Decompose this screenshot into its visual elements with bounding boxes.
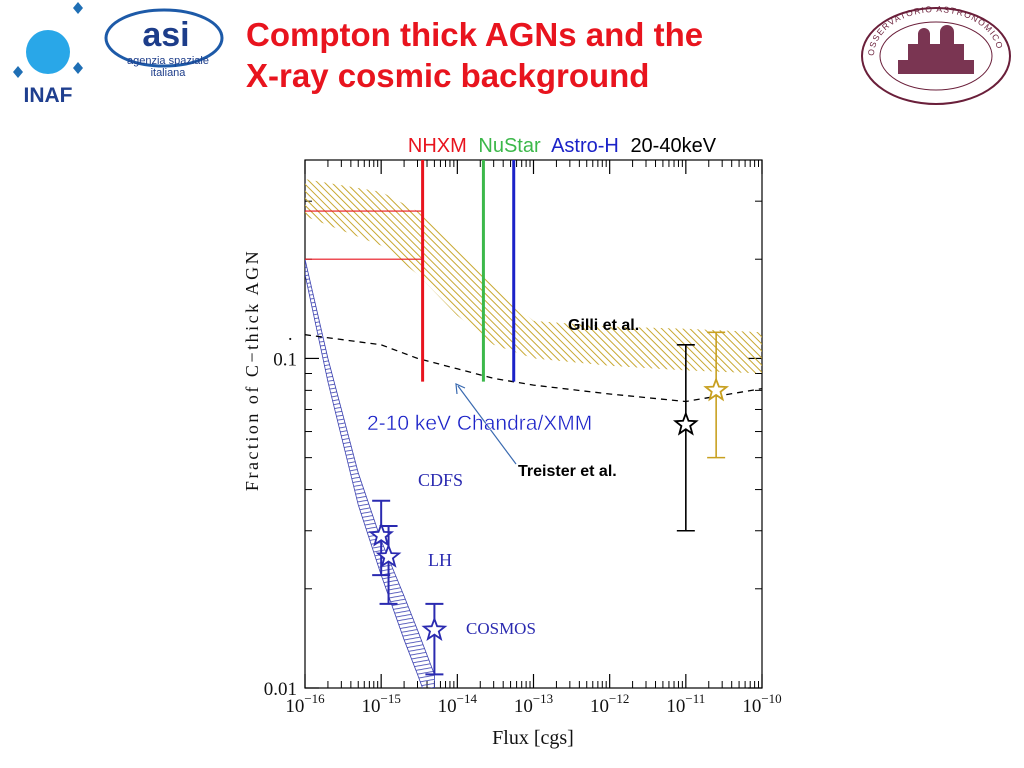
mission-limit-lines [305,160,516,382]
chart-curves [305,334,762,403]
y-axis-dot: . [288,324,293,344]
treister-arrow-head [455,383,466,395]
x-tick-mantissa: 10 [438,696,457,717]
asi-logo-swoosh [104,8,224,68]
x-tick-exponent: −12 [609,691,629,706]
x-tick-label: 10−10 [742,691,781,717]
inaf-logo-diamond [73,2,83,14]
slide-title: Compton thick AGNs and the X-ray cosmic … [246,14,846,96]
brera-logo-building-icon [898,25,974,74]
y-axis-label: Fraction of C−thick AGN [242,249,262,491]
cdfs-label: CDFS [418,470,463,490]
lh-label: LH [428,550,452,570]
brera-logo-inner-ring [879,21,993,91]
treister-arrow [457,385,517,465]
gilli-model-band [305,179,762,374]
asi-logo: asi agenzia spaziale italiana [104,8,224,79]
x-tick-label: 10−15 [361,691,400,717]
nhxm-title: NHXM [408,135,467,157]
x-tick-label: 10−16 [285,691,325,717]
axis-ticks: 10−16 10−15 10−14 10−13 10−12 10−11 10−100.010… [264,159,782,717]
chart-points [368,331,730,676]
inaf-logo-disc [26,30,70,74]
inaf-logo-text: INAF [24,84,73,107]
gilli-model-curve [305,334,762,403]
x-tick-exponent: −13 [533,691,553,706]
x-tick-mantissa: 10 [285,696,304,717]
x-tick-exponent: −16 [304,691,325,706]
x-tick-mantissa: 10 [666,696,685,717]
inaf-logo-diamond [13,66,23,78]
chandra-xmm-label: 2-10 keV Chandra/XMM [367,412,592,435]
x-tick-mantissa: 10 [742,696,761,717]
inaf-logo-diamond [73,62,83,74]
gilli-label: Gilli et al. [568,317,639,334]
x-tick-exponent: −15 [380,691,400,706]
x-tick-exponent: −14 [457,691,478,706]
x-tick-mantissa: 10 [590,696,609,717]
x-tick-mantissa: 10 [361,696,380,717]
asi-logo-subtitle-1: agenzia spaziale [127,55,209,67]
x-tick-exponent: −11 [685,691,705,706]
energy-band-title: 20-40keV [630,135,716,157]
y-tick-label: 0.1 [273,349,297,370]
data-point-star [703,376,730,402]
mission-titles: NHXM NuStar Astro-H 20-40keV [408,135,717,157]
inaf-logo: INAF [13,2,83,107]
x-tick-exponent: −10 [761,691,781,706]
x-axis-label: Flux [cgs] [492,727,574,749]
data-point-star [672,411,699,436]
x-tick-label: 10−14 [438,691,478,717]
treister-label: Treister et al. [518,463,617,480]
cosmos-label: COSMOS [466,619,536,638]
slide-title-line-1: Compton thick AGNs and the [246,16,704,53]
data-point-star [375,543,402,568]
nustar-title: NuStar [478,135,541,157]
asi-logo-subtitle-2: italiana [151,67,187,79]
x-tick-label: 10−13 [514,691,553,717]
y-tick-label: 0.01 [264,679,297,700]
brera-observatory-logo: OSSERVATORIO ASTRONOMICO DI BRERA [858,4,1011,105]
x-tick-label: 10−11 [666,691,705,717]
chart-bands [305,179,762,688]
slide-title-line-2: X-ray cosmic background [246,57,650,94]
treister-model-band [305,259,435,688]
astroh-title: Astro-H [551,135,619,157]
asi-logo-mark: asi [142,16,189,54]
x-tick-label: 10−12 [590,691,629,717]
data-point-star [421,616,448,641]
x-tick-mantissa: 10 [514,696,533,717]
